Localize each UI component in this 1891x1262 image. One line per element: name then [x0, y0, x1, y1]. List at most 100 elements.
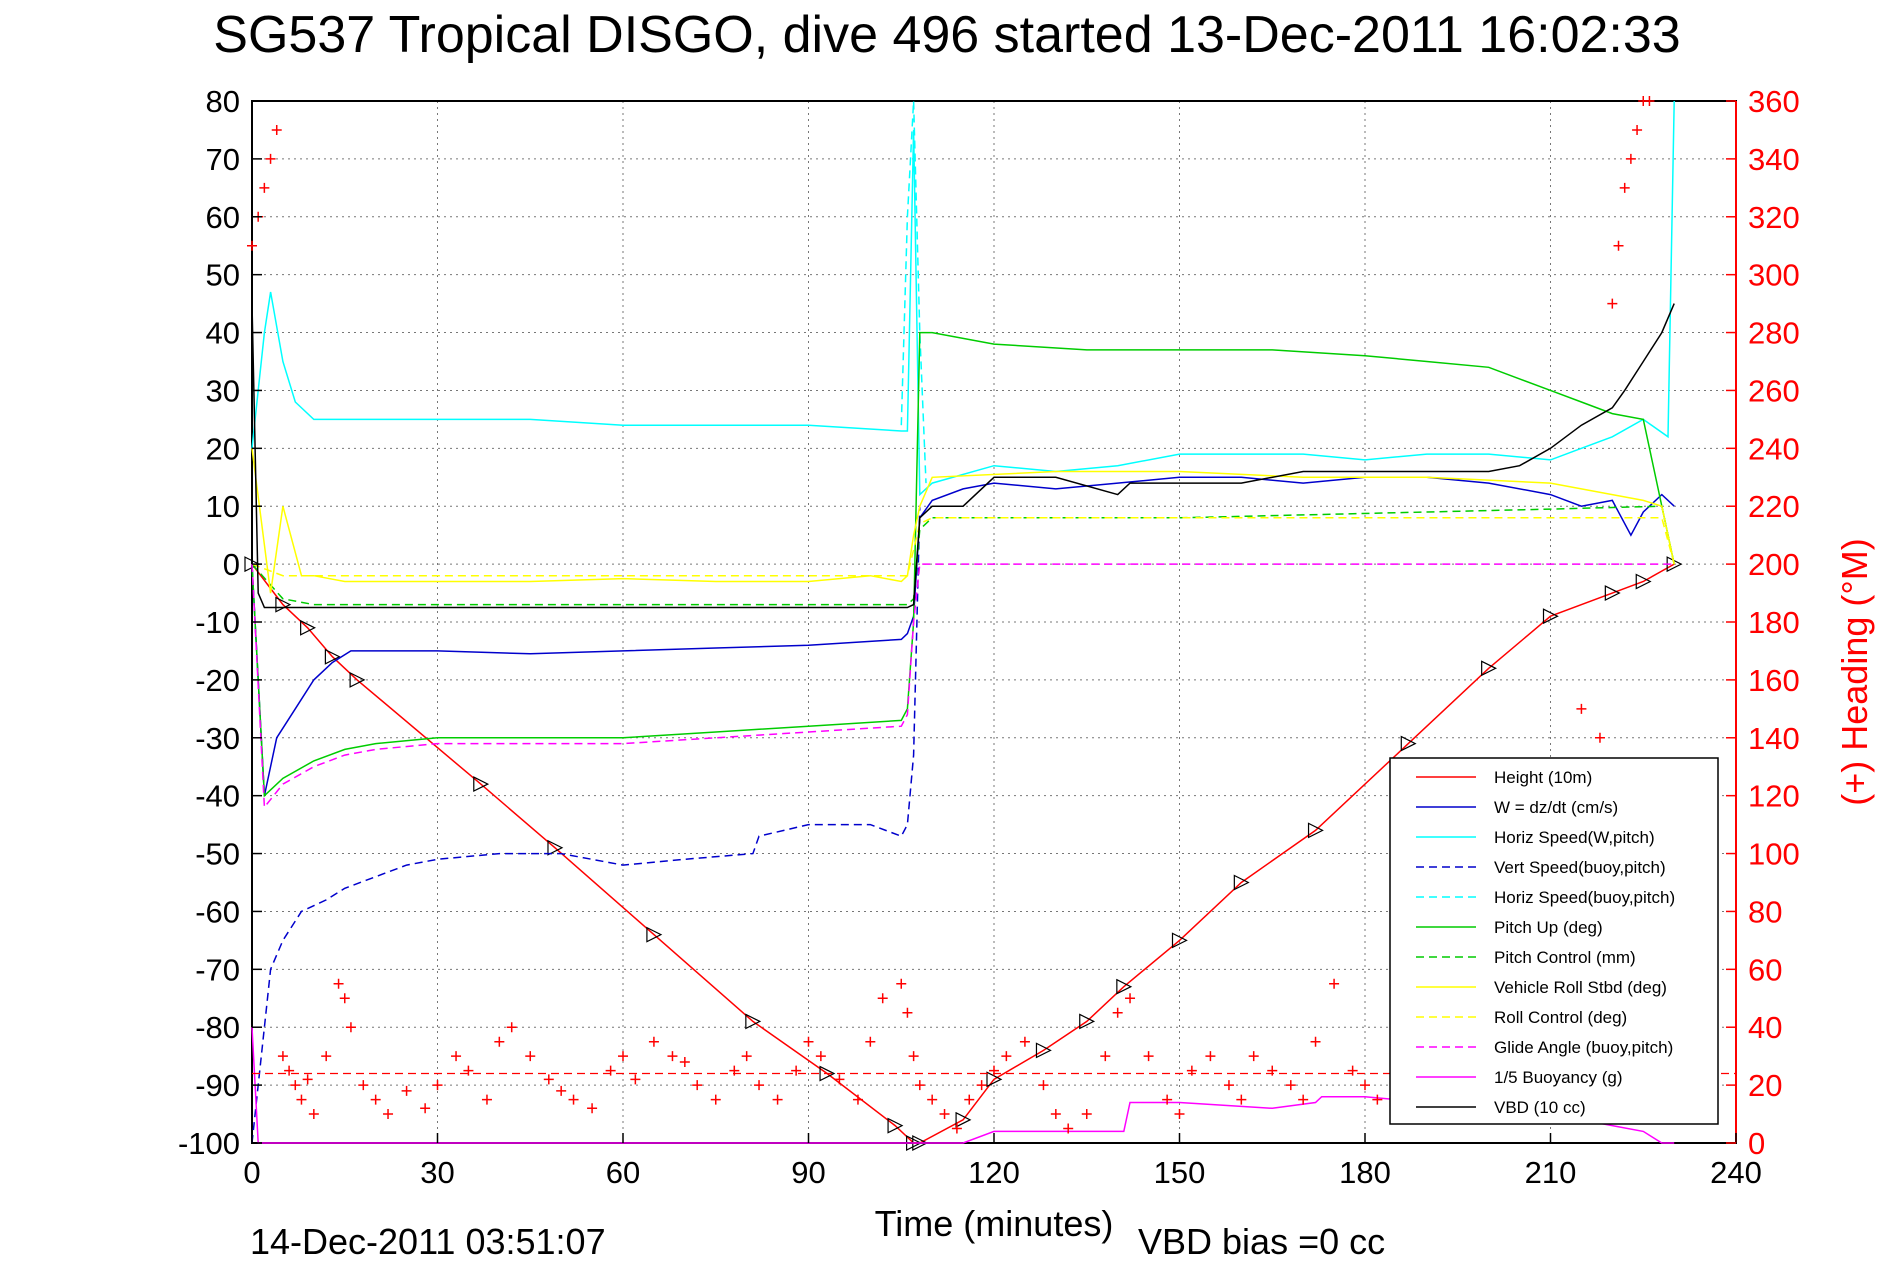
heading-point [1223, 1080, 1234, 1091]
heading-point [1619, 182, 1630, 193]
height-marker [887, 1117, 904, 1134]
x-tick-label: 90 [791, 1155, 825, 1190]
height-marker [473, 776, 490, 793]
heading-point [1186, 1065, 1197, 1076]
legend-label: Vehicle Roll Stbd (deg) [1494, 978, 1667, 997]
heading-point [927, 1094, 938, 1105]
series-line-glide-angle-buoy-pitch [251, 563, 1675, 810]
heading-point [976, 1080, 987, 1091]
y-right-tick-label: 320 [1748, 200, 1800, 235]
heading-point [383, 1109, 394, 1120]
y-right-tick-label: 40 [1748, 1010, 1782, 1045]
heading-point [1347, 1065, 1358, 1076]
legend-label: Horiz Speed(buoy,pitch) [1494, 888, 1675, 907]
heading-point [358, 1080, 369, 1091]
heading-point [877, 993, 888, 1004]
heading-point [302, 1074, 313, 1085]
y-axis-ticks: 80 70 60 50 40 30 20 10 0 -10 -20 -30 -40 -50 -60 -70 -8… [178, 84, 262, 1161]
series-line-vbd-10-cc [251, 303, 1675, 609]
height-marker [1307, 822, 1324, 839]
height-marker [819, 1065, 836, 1082]
legend-label: Roll Control (deg) [1494, 1008, 1627, 1027]
y-tick-label: -100 [178, 1126, 240, 1161]
heading-point [914, 1080, 925, 1091]
legend-label: Vert Speed(buoy,pitch) [1494, 858, 1666, 877]
x-axis-label: Time (minutes) [875, 1203, 1114, 1244]
heading-point [741, 1051, 752, 1062]
heading-point [1607, 298, 1618, 309]
heading-point [729, 1065, 740, 1076]
heading-point [630, 1074, 641, 1085]
legend-label: Height (10m) [1494, 768, 1592, 787]
heading-point [1613, 240, 1624, 251]
heading-point [265, 153, 276, 164]
heading-point [543, 1074, 554, 1085]
heading-point [1019, 1036, 1030, 1047]
heading-point [556, 1085, 567, 1096]
heading-point [339, 993, 350, 1004]
heading-point [432, 1080, 443, 1091]
heading-point [1632, 124, 1643, 135]
heading-point [370, 1094, 381, 1105]
heading-point [451, 1051, 462, 1062]
y-right-tick-label: 280 [1748, 316, 1800, 351]
heading-point [618, 1051, 628, 1062]
heading-point [1001, 1051, 1012, 1062]
x-tick-label: 0 [243, 1155, 260, 1190]
height-marker [1171, 932, 1188, 949]
heading-point [896, 978, 907, 989]
y-right-tick-label: 120 [1748, 779, 1800, 814]
heading-point [1576, 703, 1587, 714]
heading-point [1594, 732, 1605, 743]
y-tick-label: 50 [206, 258, 240, 293]
end-time-label: 14-Dec-2011 03:51:07 [250, 1221, 606, 1262]
y-tick-label: -70 [195, 952, 240, 987]
heading-point [587, 1103, 598, 1114]
series-heading-m [247, 96, 1655, 1134]
y-right-tick-label: 200 [1748, 547, 1800, 582]
y-right-tick-label: 260 [1748, 373, 1800, 408]
y-tick-label: -20 [195, 663, 240, 698]
y-tick-label: -10 [195, 605, 240, 640]
y-right-tick-label: 100 [1748, 837, 1800, 872]
y-right-tick-label: 180 [1748, 605, 1800, 640]
legend-label: VBD (10 cc) [1494, 1098, 1586, 1117]
x-axis-ticks: 0 30 60 90 120 150 180 210 240 [243, 1133, 1762, 1190]
heading-point [1162, 1094, 1173, 1105]
legend-box [1389, 757, 1719, 1125]
heading-point [865, 1036, 876, 1047]
series-line-horiz-speed-w-pitch [251, 100, 1675, 497]
x-tick-label: 210 [1525, 1155, 1577, 1190]
height-marker [349, 671, 366, 688]
height-marker [955, 1111, 972, 1128]
heading-point [420, 1103, 431, 1114]
series-line-vert-speed-buoy-pitch [251, 506, 921, 1144]
heading-point [1298, 1094, 1309, 1105]
heading-point [1063, 1123, 1074, 1134]
heading-point [803, 1036, 814, 1047]
heading-point [1360, 1080, 1370, 1091]
heading-point [277, 1051, 288, 1062]
heading-point [463, 1065, 474, 1076]
heading-point [1050, 1109, 1061, 1120]
heading-point [1112, 1007, 1123, 1018]
height-marker [1116, 978, 1133, 995]
series-line-roll-control-deg [251, 517, 1675, 577]
height-marker [986, 1071, 1003, 1088]
heading-point [525, 1051, 536, 1062]
y-right-tick-label: 300 [1748, 258, 1800, 293]
height-marker [1079, 1013, 1096, 1030]
heading-point [1038, 1080, 1049, 1091]
height-marker [324, 648, 341, 665]
chart-title: SG537 Tropical DISGO, dive 496 started 1… [213, 6, 1680, 64]
heading-point [605, 1065, 616, 1076]
y-tick-label: 10 [206, 489, 240, 524]
height-marker [1635, 573, 1652, 590]
y-right-tick-label: 360 [1748, 84, 1800, 119]
heading-point [247, 240, 257, 251]
y-tick-label: 30 [206, 373, 240, 408]
y-right-tick-label: 340 [1748, 142, 1800, 177]
heading-point [754, 1080, 765, 1091]
heading-point [1372, 1094, 1383, 1105]
legend-label: 1/5 Buoyancy (g) [1494, 1068, 1623, 1087]
